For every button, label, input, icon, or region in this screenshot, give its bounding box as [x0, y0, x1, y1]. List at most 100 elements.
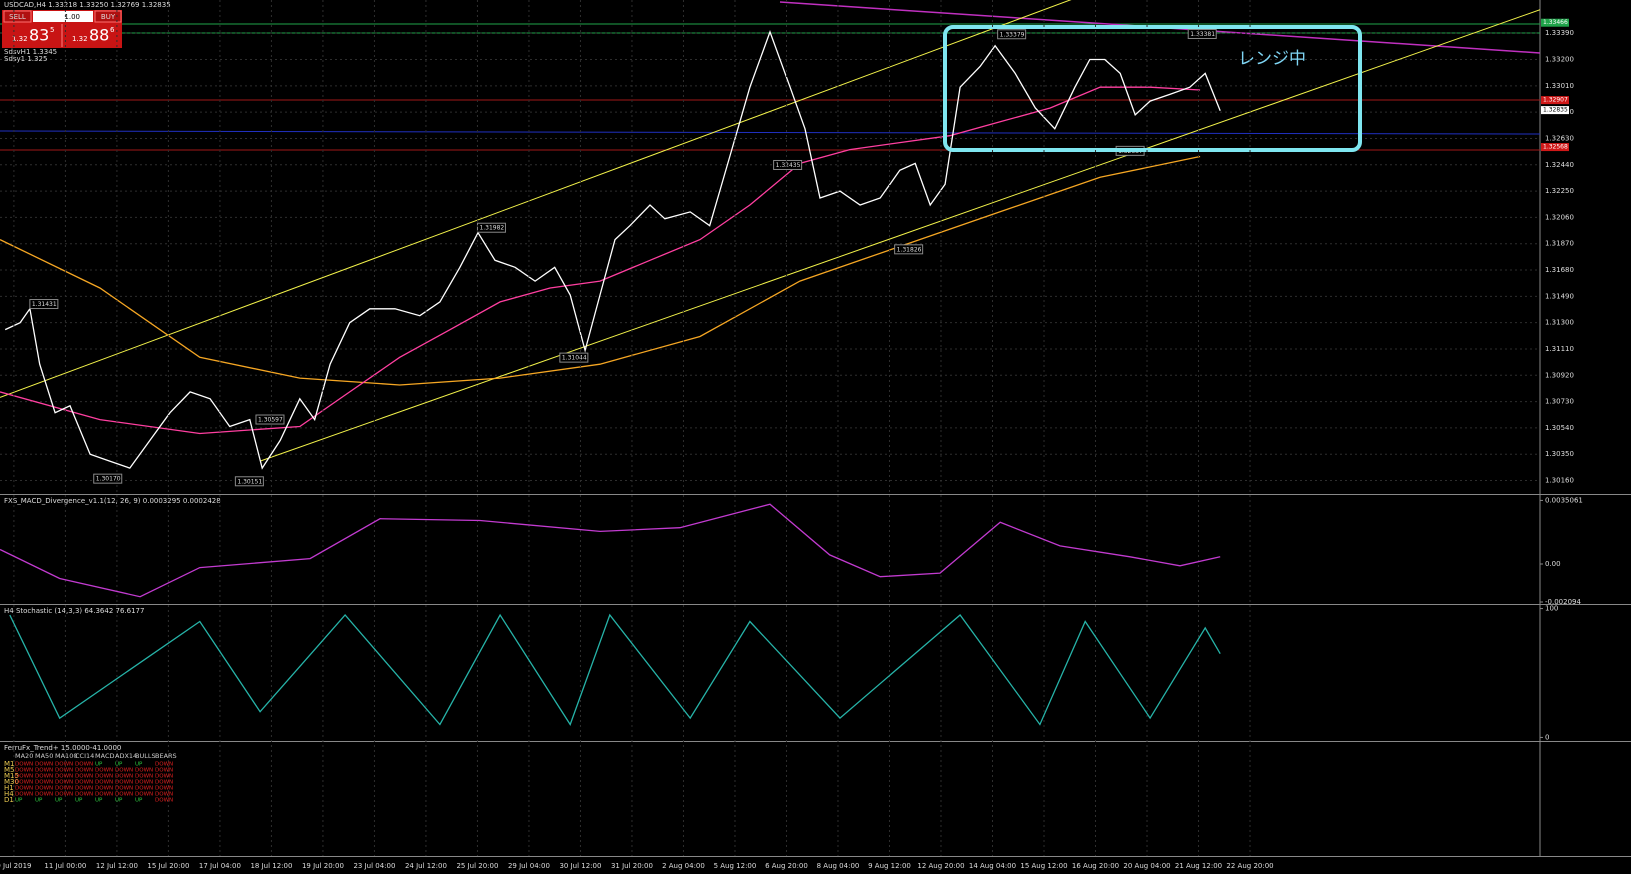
x-tick-label: 6 Aug 20:00 — [765, 862, 808, 870]
indicator-label: SdsvH1 1.3345 — [4, 48, 57, 56]
trend-cell: DOWN — [15, 786, 33, 792]
lot-value[interactable]: 1.00 — [64, 13, 80, 21]
price-tag — [1541, 18, 1569, 27]
trend-title: FerruFx_Trend+ 15.0000-41.0000 — [4, 744, 121, 752]
trend-column: MA20 — [15, 752, 33, 760]
x-tick-label: 19 Jul 20:00 — [302, 862, 344, 870]
y-tick-label: 1.33200 — [1545, 56, 1574, 64]
sell-button[interactable] — [3, 10, 32, 23]
y-tick-label: 1.32440 — [1545, 161, 1574, 169]
y-tick-label: 1.30730 — [1545, 398, 1574, 406]
trend-cell: UP — [55, 798, 63, 804]
y-tick-label: -0.002094 — [1545, 598, 1581, 606]
swing-marker — [894, 244, 924, 255]
x-tick-label: 20 Aug 04:00 — [1123, 862, 1170, 870]
trend-cell: DOWN — [15, 792, 33, 798]
buy-price-frac[interactable]: 6 — [110, 26, 115, 34]
trend-column: MA100 — [55, 752, 77, 760]
trend-column: ADX14 — [115, 752, 137, 760]
x-tick-label: 23 Jul 04:00 — [353, 862, 395, 870]
y-tick-label: 1.30920 — [1545, 371, 1574, 379]
swing-label: 1.31044 — [562, 355, 587, 362]
trend-column: MACD — [95, 752, 114, 760]
indicator-label: Sdsy1 1.325 — [4, 55, 47, 63]
trend-cell: UP — [35, 798, 43, 804]
x-tick-label: 16 Aug 20:00 — [1072, 862, 1119, 870]
buy-label[interactable]: BUY — [101, 13, 116, 21]
x-tick-label: 17 Jul 04:00 — [199, 862, 241, 870]
trend-timeframe: M5 — [4, 766, 15, 774]
trend-cell: DOWN — [155, 786, 173, 792]
y-tick-label: 0.00 — [1545, 560, 1561, 568]
x-tick-label: 31 Jul 20:00 — [611, 862, 653, 870]
x-tick-label: 9 Aug 12:00 — [868, 862, 911, 870]
trend-cell: DOWN — [75, 780, 93, 786]
trend-line — [259, 9, 1540, 462]
sell-price-frac[interactable]: 5 — [50, 26, 54, 34]
x-tick-label: 15 Aug 12:00 — [1020, 862, 1067, 870]
trend-cell: DOWN — [55, 762, 73, 768]
trend-cell: DOWN — [35, 762, 53, 768]
buy-price-big[interactable]: 1.32 — [72, 35, 88, 43]
trend-cell: DOWN — [75, 768, 93, 774]
trend-cell: DOWN — [135, 780, 153, 786]
sell-price-big[interactable]: 1.32 — [12, 35, 28, 43]
y-tick-label: 1.31110 — [1545, 345, 1574, 353]
y-tick-label: 1.33010 — [1545, 82, 1574, 90]
lot-input[interactable] — [33, 11, 93, 22]
trend-column: CCI14 — [75, 752, 94, 760]
swing-label: 1.30597 — [258, 417, 283, 424]
range-box — [943, 25, 1362, 152]
trend-timeframe: D1 — [4, 796, 14, 804]
level-line — [0, 130, 1541, 135]
trend-cell: UP — [95, 762, 103, 768]
trend-timeframe: H4 — [4, 790, 14, 798]
swing-marker — [93, 473, 123, 484]
y-tick-label: 1.30540 — [1545, 424, 1574, 432]
stochastic-title: H4 Stochastic (14,3,3) 64.3642 76.6177 — [4, 607, 144, 615]
sell-price-pips[interactable]: 83 — [29, 26, 49, 45]
x-tick-label: 9 Jul 2019 — [0, 862, 31, 870]
trend-cell: DOWN — [155, 762, 173, 768]
price-line — [0, 503, 1221, 598]
y-tick-label: 1.31300 — [1545, 319, 1574, 327]
y-tick-label: 1.32250 — [1545, 187, 1574, 195]
x-tick-label: 25 Jul 20:00 — [456, 862, 498, 870]
buy-price-pips[interactable]: 88 — [89, 26, 109, 45]
price-line — [9, 613, 1221, 726]
swing-label: 1.30151 — [237, 478, 262, 485]
y-tick-label: 1.30160 — [1545, 477, 1574, 485]
symbol-line: USDCAD,H4 1.33218 1.33250 1.32769 1.3283… — [4, 1, 171, 9]
swing-label: 1.31982 — [479, 225, 504, 232]
y-tick-label: 1.31870 — [1545, 240, 1574, 248]
trend-line — [0, 0, 1072, 398]
sell-label[interactable]: SELL — [9, 13, 26, 21]
trend-cell: DOWN — [15, 762, 33, 768]
price-line — [4, 29, 1221, 470]
x-tick-label: 22 Aug 20:00 — [1226, 862, 1273, 870]
trend-timeframe: H1 — [4, 784, 14, 792]
trend-cell: DOWN — [55, 768, 73, 774]
trend-cell: DOWN — [35, 786, 53, 792]
trend-cell: UP — [115, 762, 123, 768]
trade-panel: SELL 1.00 BUY 1.32 83 5 1.32 88 6 — [2, 10, 122, 48]
trend-timeframe: M1 — [4, 760, 15, 768]
price-line — [0, 86, 1201, 435]
buy-button[interactable] — [94, 10, 122, 23]
trend-cell: DOWN — [75, 792, 93, 798]
trend-cell: DOWN — [95, 792, 113, 798]
trend-cell: DOWN — [155, 798, 173, 804]
price-tag — [1541, 106, 1569, 115]
x-tick-label: 21 Aug 12:00 — [1175, 862, 1222, 870]
price-line — [0, 155, 1201, 386]
x-tick-label: 12 Aug 20:00 — [917, 862, 964, 870]
swing-label: 1.33379 — [1000, 31, 1025, 38]
swing-marker — [29, 299, 59, 310]
y-tick-label: 1.31490 — [1545, 292, 1574, 300]
y-tick-label: 100 — [1545, 605, 1558, 613]
x-tick-label: 2 Aug 04:00 — [662, 862, 705, 870]
trend-cell: UP — [75, 798, 83, 804]
trend-cell: DOWN — [155, 774, 173, 780]
